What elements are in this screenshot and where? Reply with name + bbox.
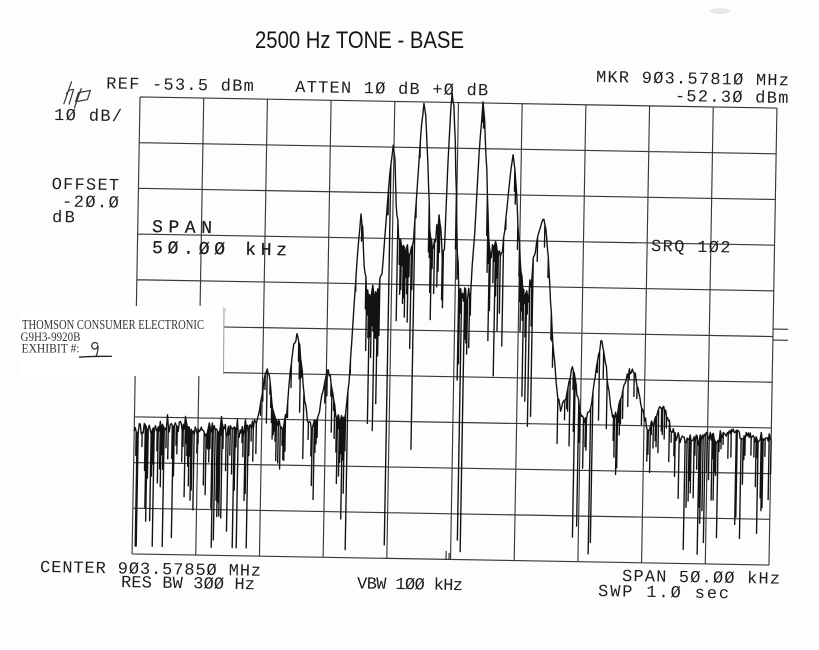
- svg-text:VBW 1ØØ kHz: VBW 1ØØ kHz: [357, 575, 463, 596]
- svg-text:RES BW 3ØØ Hz: RES BW 3ØØ Hz: [121, 574, 255, 595]
- svg-text:CENTER 9Ø3.5785Ø MHz: CENTER 9Ø3.5785Ø MHz: [40, 559, 261, 582]
- svg-text:SPAN 5Ø.ØØ kHz: SPAN 5Ø.ØØ kHz: [622, 568, 780, 590]
- svg-text:2500 Hz TONE - BASE: 2500 Hz TONE - BASE: [255, 27, 464, 54]
- svg-text:OFFSET: OFFSET: [52, 176, 120, 196]
- svg-text:5Ø.ØØ kHz: 5Ø.ØØ kHz: [152, 239, 287, 261]
- svg-text:THOMSON CONSUMER ELECTRONIC: THOMSON CONSUMER ELECTRONIC: [22, 318, 204, 333]
- svg-text:1Ø dB/: 1Ø dB/: [54, 107, 122, 127]
- svg-text:REF -53.5 dBm: REF -53.5 dBm: [106, 75, 254, 97]
- svg-text:-2Ø.Ø: -2Ø.Ø: [62, 194, 119, 214]
- svg-text:SRQ 1Ø2: SRQ 1Ø2: [651, 238, 731, 258]
- svg-text:-52.3Ø dBm: -52.3Ø dBm: [675, 88, 789, 109]
- svg-text:MKR 9Ø3.5781Ø MHz: MKR 9Ø3.5781Ø MHz: [596, 69, 789, 91]
- svg-text:SWP 1.Ø sec: SWP 1.Ø sec: [598, 583, 729, 604]
- svg-text:G9H3-9920B: G9H3-9920B: [21, 329, 81, 344]
- svg-text:EXHIBIT #:: EXHIBIT #:: [22, 341, 80, 356]
- svg-text:ATTEN 1Ø dB +Ø dB: ATTEN 1Ø dB +Ø dB: [295, 79, 488, 101]
